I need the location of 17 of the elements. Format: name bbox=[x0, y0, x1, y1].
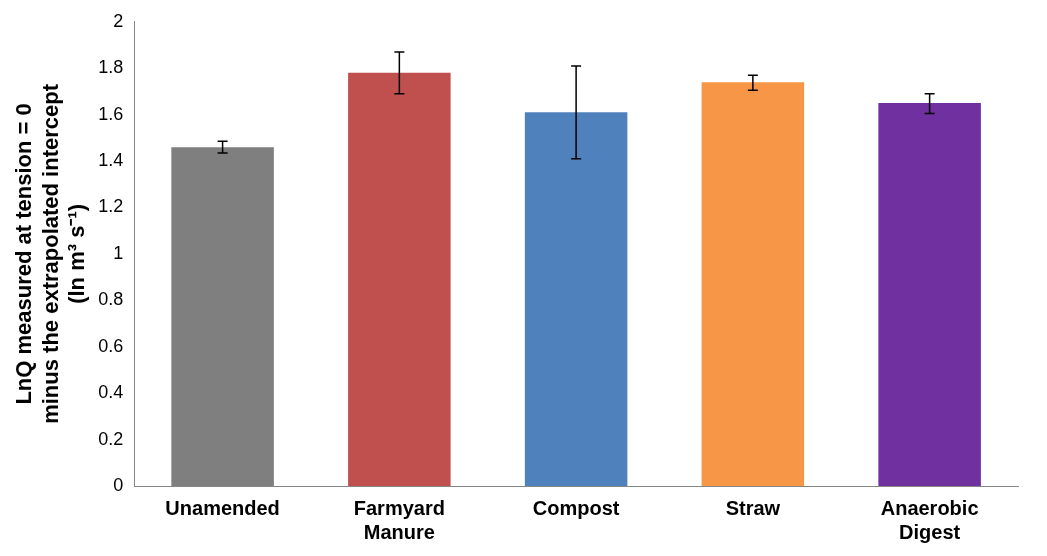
y-tick-label: 0.6 bbox=[98, 335, 124, 356]
x-tick-label: Farmyard Manure bbox=[353, 496, 445, 543]
y-tick-label: 0.2 bbox=[98, 428, 124, 449]
y-tick-label: 1 bbox=[113, 242, 124, 263]
y-axis-title: LnQ measured at tension = 0 minus the extrapolated intercept (ln m³ s⁻¹) bbox=[11, 83, 90, 424]
y-tick-label: 1.4 bbox=[98, 150, 124, 171]
y-tick-label: 1.2 bbox=[98, 196, 124, 217]
x-tick-label: Anaerobic Digest bbox=[880, 496, 979, 543]
y-tick-label: 0.4 bbox=[98, 382, 124, 403]
y-tick-label: 0.8 bbox=[98, 289, 124, 310]
x-tick-label: Straw bbox=[725, 496, 781, 519]
y-tick-label: 0 bbox=[113, 474, 124, 495]
x-tick-label: Unamended bbox=[165, 496, 280, 519]
x-tick-label: Compost bbox=[532, 496, 620, 519]
y-tick-label: 2 bbox=[113, 10, 124, 31]
y-tick-label: 1.8 bbox=[98, 57, 124, 78]
y-tick-label: 1.6 bbox=[98, 103, 124, 124]
